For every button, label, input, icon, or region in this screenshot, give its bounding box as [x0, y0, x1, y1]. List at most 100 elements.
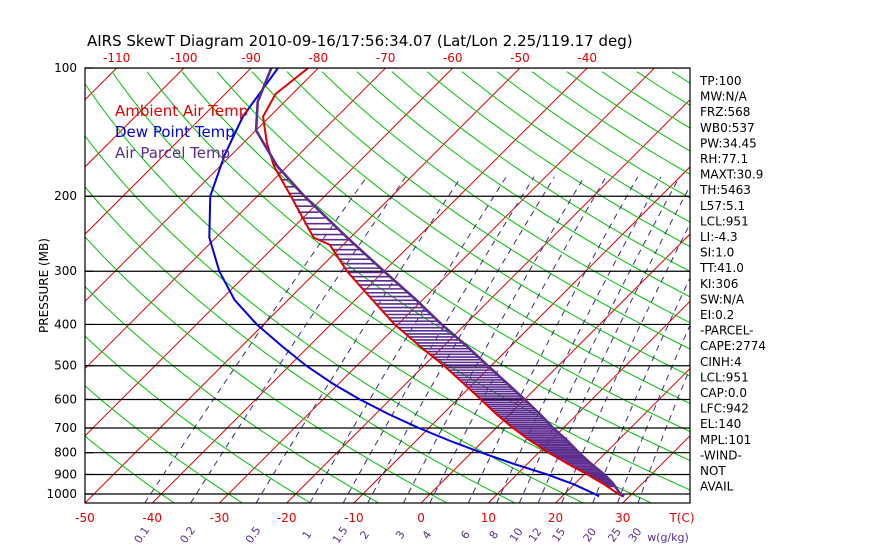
sounding-curves-layer [208, 68, 625, 498]
mixing-ratio-tick-label: 15 [549, 526, 568, 545]
top-temp-tick-label: -80 [309, 51, 329, 65]
isotherm-line [824, 68, 870, 503]
sidebar-param: EI:0.2 [700, 308, 734, 322]
mixing-ratio-line [429, 176, 607, 503]
legend-ambient-air-temp: Ambient Air Temp [115, 102, 248, 120]
sidebar-param: CINH:4 [700, 355, 742, 369]
isotherm-line [757, 68, 870, 503]
dry-adiabat-line [85, 435, 175, 503]
sidebar-param: NOT [700, 464, 726, 478]
sidebar-param: LI:-4.3 [700, 230, 738, 244]
isotherm-line [219, 68, 655, 503]
dew-point-temp-curve [208, 68, 600, 498]
mixing-ratio-tick-label: 2 [357, 528, 372, 541]
dry-adiabat-line [85, 236, 448, 503]
isotherm-line [420, 233, 690, 503]
sidebar-param: CAPE:2774 [700, 339, 766, 353]
temp-unit-label: T(C) [668, 511, 694, 525]
isotherm-line [85, 68, 521, 503]
pressure-tick-label: 500 [54, 359, 77, 373]
mixing-ratio-tick-label: 20 [581, 526, 600, 545]
pressure-tick-label: 100 [54, 61, 77, 75]
bottom-temp-tick-label: 10 [481, 511, 496, 525]
top-temp-tick-label: -110 [103, 51, 130, 65]
mixing-ratio-tick-label: 8 [487, 528, 502, 541]
isotherm-line [85, 68, 252, 235]
sidebar-param: LCL:951 [700, 370, 749, 384]
legend-layer: Ambient Air Temp Dew Point Temp Air Parcel… [115, 102, 248, 162]
sidebar-param: TH:5463 [699, 183, 751, 197]
mixing-ratio-line [342, 176, 535, 503]
dry-adiabat-line [426, 71, 690, 248]
sidebar-param: LFC:942 [700, 402, 749, 416]
sidebar-param: -WIND- [700, 448, 742, 462]
sidebar-param: PW:34.45 [700, 136, 757, 150]
top-temp-tick-label: -90 [241, 51, 261, 65]
mixing-ratio-line [255, 176, 462, 503]
dry-adiabat-line [85, 135, 584, 503]
pressure-tick-label: 1000 [46, 487, 77, 501]
sidebar-param: MAXT:30.9 [700, 168, 763, 182]
isotherm-line [85, 68, 319, 303]
pressure-tick-label: 300 [54, 264, 77, 278]
bottom-temp-tick-label: -30 [210, 511, 230, 525]
sidebar-param: KI:306 [700, 277, 738, 291]
pressure-tick-label: 200 [54, 189, 77, 203]
mixing-ratio-line [367, 176, 555, 503]
sidebar-param: TT:41.0 [699, 261, 744, 275]
dry-adiabat-line [391, 71, 690, 272]
mixing-ratio-tick-label: 3 [393, 528, 408, 541]
sidebar-param: L57:5.1 [700, 199, 745, 213]
ambient-air-temp-curve [262, 68, 624, 498]
bottom-temp-tick-label: 20 [548, 511, 563, 525]
pressure-tick-label: 700 [54, 421, 77, 435]
page-title: AIRS SkewT Diagram 2010-09-16/17:56:34.0… [87, 32, 633, 50]
legend-dew-point-temp: Dew Point Temp [115, 123, 235, 141]
dry-adiabat-line [85, 385, 243, 503]
mixing-ratio-tick-label: 6 [458, 528, 473, 541]
bottom-temp-tick-label: -50 [75, 511, 95, 525]
dry-adiabat-line [146, 71, 690, 461]
pressure-tick-label: 600 [54, 392, 77, 406]
mixing-ratio-line [309, 176, 507, 503]
dry-adiabat-line [321, 71, 690, 324]
mixing-ratio-tick-label: 0.2 [177, 524, 198, 546]
isotherm-line [286, 98, 690, 503]
sidebar-param: AVAIL [700, 480, 734, 494]
mixing-ratio-line [402, 176, 585, 503]
mixing-ratio-tick-label: 0.5 [243, 524, 264, 546]
sidebar-param: -PARCEL- [700, 324, 754, 338]
mixing-unit-label: w(g/kg) [647, 531, 689, 544]
pressure-tick-label: 900 [54, 467, 77, 481]
sidebar-param: EL:140 [700, 417, 741, 431]
sidebar-param: CAP:0.0 [700, 386, 747, 400]
mixing-ratio-tick-label: 10 [507, 526, 526, 545]
dry-adiabat-line [85, 335, 311, 503]
pressure-axis-label: PRESSURE (MB) [37, 238, 51, 333]
mixing-ratio-tick-label: 4 [420, 528, 435, 541]
isotherm-line [85, 68, 386, 370]
sidebar-param: MW:N/A [700, 90, 748, 104]
legend-air-parcel-temp: Air Parcel Temp [115, 144, 230, 162]
mixing-ratio-tick-label: 30 [626, 526, 645, 545]
dry-adiabat-line [181, 71, 690, 433]
mixing-ratio-tick-label: 0.1 [132, 524, 153, 546]
bottom-temp-tick-label: -20 [277, 511, 297, 525]
sidebar-param: SW:N/A [700, 292, 745, 306]
dry-adiabat-line [85, 186, 516, 503]
bottom-temp-tick-label: 0 [417, 511, 425, 525]
isotherm-line [85, 68, 185, 168]
mixing-ratio-line [592, 276, 690, 503]
bottom-temp-tick-label: 30 [615, 511, 630, 525]
plot-frame [84, 67, 691, 504]
sidebar-param: LCL:951 [700, 214, 749, 228]
dry-adiabat-line [286, 71, 690, 350]
top-temp-tick-label: -60 [443, 51, 463, 65]
air-parcel-temp-curve [254, 68, 625, 498]
top-temp-tick-label: -100 [170, 51, 197, 65]
sidebar-param: WB0:537 [700, 121, 755, 135]
bottom-temp-tick-label: -10 [344, 511, 364, 525]
